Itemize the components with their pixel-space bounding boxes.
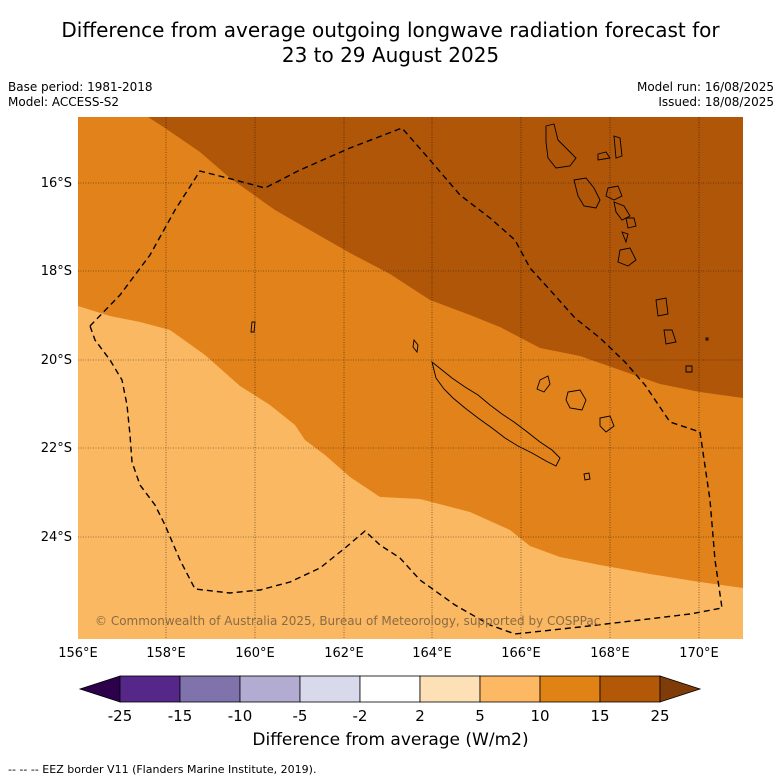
lon-label-166e: 166°E [501, 646, 541, 661]
lon-label-168e: 168°E [590, 646, 630, 661]
colorbar-tick: -10 [227, 707, 253, 725]
lat-label-18s: 18°S [40, 264, 72, 279]
eez-border [89, 127, 723, 635]
lon-label-160e: 160°E [235, 646, 275, 661]
small-islands-outline [250, 321, 709, 373]
model-name: Model: ACCESS-S2 [8, 95, 120, 109]
lat-label-16s: 16°S [40, 176, 72, 191]
lat-label-20s: 20°S [40, 353, 72, 368]
colorbar-bin-9 [599, 675, 661, 703]
colorbar-bin-7 [479, 675, 541, 703]
new-caledonia-outline [431, 360, 561, 467]
colorbar-bin-6 [419, 675, 481, 703]
colorbar-bin-5 [359, 675, 421, 703]
vanuatu-islands-outline [545, 123, 677, 345]
colorbar [78, 675, 702, 703]
colorbar-title: Difference from average (W/m2) [252, 730, 529, 750]
lon-label-158e: 158°E [146, 646, 186, 661]
belep-islands-outline [412, 338, 419, 354]
lon-label-170e: 170°E [679, 646, 719, 661]
meta-right: Model run: 16/08/2025 Issued: 18/08/2025 [637, 80, 774, 110]
title-line-1: Difference from average outgoing longwav… [61, 18, 720, 42]
meta-left: Base period: 1981-2018 Model: ACCESS-S2 [8, 80, 153, 110]
band-15-25 [148, 117, 743, 398]
colorbar-bin-1 [119, 675, 181, 703]
chart-title: Difference from average outgoing longwav… [0, 18, 781, 68]
colorbar-tick: 25 [650, 707, 670, 725]
colorbar-tick: -5 [292, 707, 308, 725]
lon-label-156e: 156°E [58, 646, 98, 661]
colorbar-bin-3 [239, 675, 301, 703]
eez-legend: -- -- -- EEZ border V11 (Flanders Marine… [8, 763, 317, 776]
colorbar-tick: 15 [590, 707, 610, 725]
base-period: Base period: 1981-2018 [8, 80, 153, 94]
colorbar-bin-2 [179, 675, 241, 703]
title-line-2: 23 to 29 August 2025 [281, 43, 500, 67]
loyalty-islands-outline [536, 375, 615, 433]
colorbar-bin-8 [539, 675, 601, 703]
colorbar-min-arrow [78, 675, 121, 703]
map-area [78, 117, 743, 639]
lat-label-24s: 24°S [40, 530, 72, 545]
copyright-notice: © Commonwealth of Australia 2025, Bureau… [95, 614, 601, 628]
graticule [78, 117, 743, 639]
lat-label-22s: 22°S [40, 441, 72, 456]
colorbar-tick: 10 [530, 707, 550, 725]
lon-label-164e: 164°E [412, 646, 452, 661]
lon-label-162e: 162°E [324, 646, 364, 661]
colorbar-tick: 5 [475, 707, 485, 725]
model-run: Model run: 16/08/2025 [636, 80, 774, 94]
colorbar-tick: -2 [352, 707, 368, 725]
isle-of-pines-outline [583, 472, 591, 481]
colorbar-bin-4 [299, 675, 361, 703]
issued-date: Issued: 18/08/2025 [658, 95, 774, 109]
colorbar-tick: -25 [107, 707, 133, 725]
colorbar-max-arrow [659, 675, 702, 703]
colorbar-tick: 2 [415, 707, 425, 725]
colorbar-tick: -15 [167, 707, 193, 725]
